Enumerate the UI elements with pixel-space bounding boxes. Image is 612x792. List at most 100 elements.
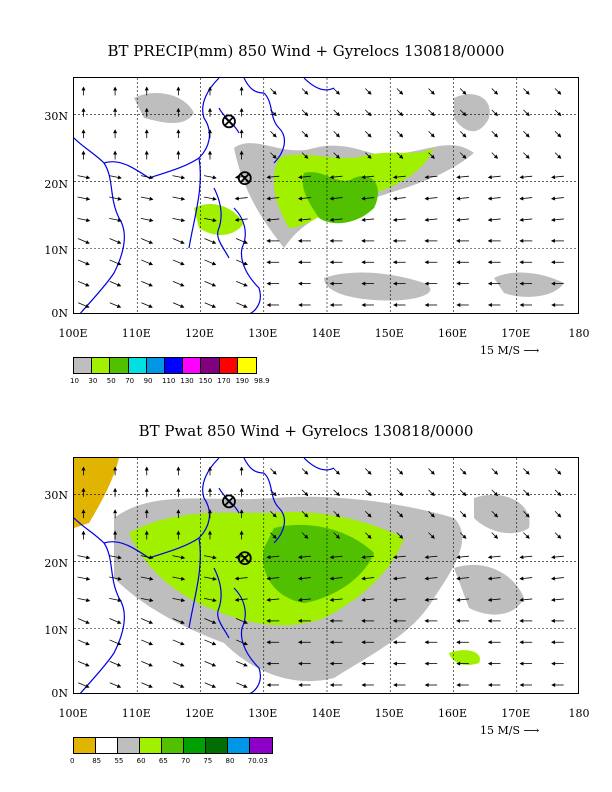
- shaded-region: [494, 272, 564, 297]
- x-tick-label: 160E: [437, 707, 468, 720]
- wind-arrow-head: [148, 641, 154, 646]
- wind-arrow-head: [392, 555, 398, 560]
- wind-arrow-head: [234, 597, 239, 602]
- wind-arrow-head: [243, 261, 248, 266]
- wind-arrow-head: [393, 661, 397, 666]
- wind-arrow-head: [487, 682, 492, 688]
- wind-arrow-head: [272, 470, 277, 475]
- wind-arrow-head: [176, 487, 181, 492]
- wind-arrow-head: [180, 620, 185, 624]
- wind-arrow-head: [85, 218, 91, 223]
- x-tick-label: 100E: [58, 327, 88, 340]
- wind-arrow-head: [519, 618, 524, 623]
- wind-arrow-head: [239, 487, 244, 492]
- wind-arrow-head: [81, 509, 86, 514]
- wind-arrow-head: [392, 640, 397, 645]
- shaded-region: [324, 272, 431, 301]
- wind-arrow-head: [367, 513, 372, 518]
- wind-arrow-head: [239, 107, 244, 112]
- colorbar-label: 90: [143, 377, 153, 385]
- wind-arrow-head: [525, 534, 530, 539]
- wind-arrow-head: [456, 175, 461, 180]
- colorbar-label: 0: [70, 757, 75, 765]
- coastline-segment: [263, 92, 286, 164]
- wind-arrow-head: [81, 530, 86, 535]
- coastline-segment: [188, 157, 201, 249]
- wind-arrow-head: [116, 304, 122, 308]
- wind-arrow-head: [81, 129, 86, 134]
- wind-arrow-head: [462, 154, 467, 159]
- wind-arrow-head: [113, 107, 118, 112]
- wind-arrow-head: [551, 640, 555, 645]
- wind-arrow-head: [148, 282, 153, 287]
- wind-arrow-head: [144, 466, 149, 471]
- wind-arrow-head: [149, 555, 154, 560]
- wind-arrow-head: [266, 597, 271, 602]
- wind-arrow-head: [493, 133, 499, 138]
- coastline-segment: [233, 587, 261, 693]
- wind-arrow-head: [329, 682, 334, 688]
- wind-arrow-head: [335, 90, 340, 95]
- colorbar-label: 75: [203, 757, 213, 765]
- colorbar-swatch: [184, 738, 206, 753]
- wind-arrow-head: [430, 154, 435, 159]
- wind-arrow-head: [113, 150, 118, 155]
- wind-arrow-head: [212, 175, 217, 180]
- wind-arrow-head: [85, 620, 90, 624]
- wind-arrow-head: [392, 196, 398, 201]
- wind-arrow-head: [149, 598, 154, 603]
- wind-arrow-head: [180, 218, 186, 223]
- wind-arrow-head: [266, 175, 271, 180]
- wind-arrow-head: [85, 240, 90, 244]
- wind-arrow-head: [239, 530, 244, 535]
- precip-colorbar: [73, 357, 257, 374]
- colorbar-label: 10: [70, 377, 79, 385]
- wind-arrow-head: [148, 620, 154, 624]
- wind-arrow-head: [180, 598, 186, 603]
- wind-arrow-head: [85, 641, 90, 646]
- wind-arrow-head: [519, 196, 524, 201]
- wind-arrow-head: [392, 175, 398, 180]
- wind-arrow-head: [462, 470, 467, 475]
- colorbar-swatch: [183, 358, 202, 373]
- reference-vector-label: 15 M/S ⟶: [480, 344, 540, 357]
- wind-arrow-head: [557, 491, 562, 497]
- y-label-10n: 10N: [44, 244, 68, 257]
- colorbar-label: 65: [158, 757, 168, 765]
- wind-arrow-head: [149, 218, 154, 223]
- wind-arrow-head: [234, 196, 239, 201]
- wind-arrow-head: [81, 86, 86, 91]
- wind-arrow-head: [329, 238, 334, 243]
- wind-arrow-head: [85, 662, 90, 667]
- wind-arrow-head: [207, 107, 213, 112]
- wind-arrow-head: [551, 196, 556, 201]
- wind-arrow-head: [329, 576, 334, 581]
- wind-arrow-head: [557, 90, 562, 95]
- x-tick-label: 140E: [311, 707, 341, 720]
- wind-arrow-head: [85, 261, 90, 266]
- wind-arrow-head: [493, 154, 499, 159]
- colorbar-swatch: [140, 738, 162, 753]
- wind-arrow-head: [144, 129, 149, 134]
- wind-arrow-head: [144, 530, 149, 535]
- wind-arrow-head: [329, 175, 334, 180]
- y-label-20n: 20N: [44, 557, 68, 570]
- wind-arrow-head: [243, 662, 248, 667]
- coastline-segment: [74, 137, 126, 313]
- wind-arrow-head: [550, 618, 555, 623]
- wind-arrow-head: [430, 111, 435, 117]
- wind-arrow-head: [456, 260, 461, 265]
- shaded-region: [449, 650, 480, 665]
- wind-arrow-head: [430, 133, 435, 138]
- wind-arrow-head: [266, 217, 271, 222]
- wind-arrow-head: [550, 238, 555, 243]
- wind-arrow-head: [487, 238, 492, 243]
- coastline-segment: [213, 567, 230, 639]
- wind-arrow-head: [361, 175, 366, 180]
- wind-arrow-head: [335, 133, 340, 138]
- shaded-region: [454, 94, 490, 132]
- x-tick-label: 180: [568, 707, 590, 720]
- wind-arrow-head: [85, 576, 91, 581]
- wind-arrow-head: [551, 175, 556, 180]
- wind-arrow-head: [304, 133, 309, 138]
